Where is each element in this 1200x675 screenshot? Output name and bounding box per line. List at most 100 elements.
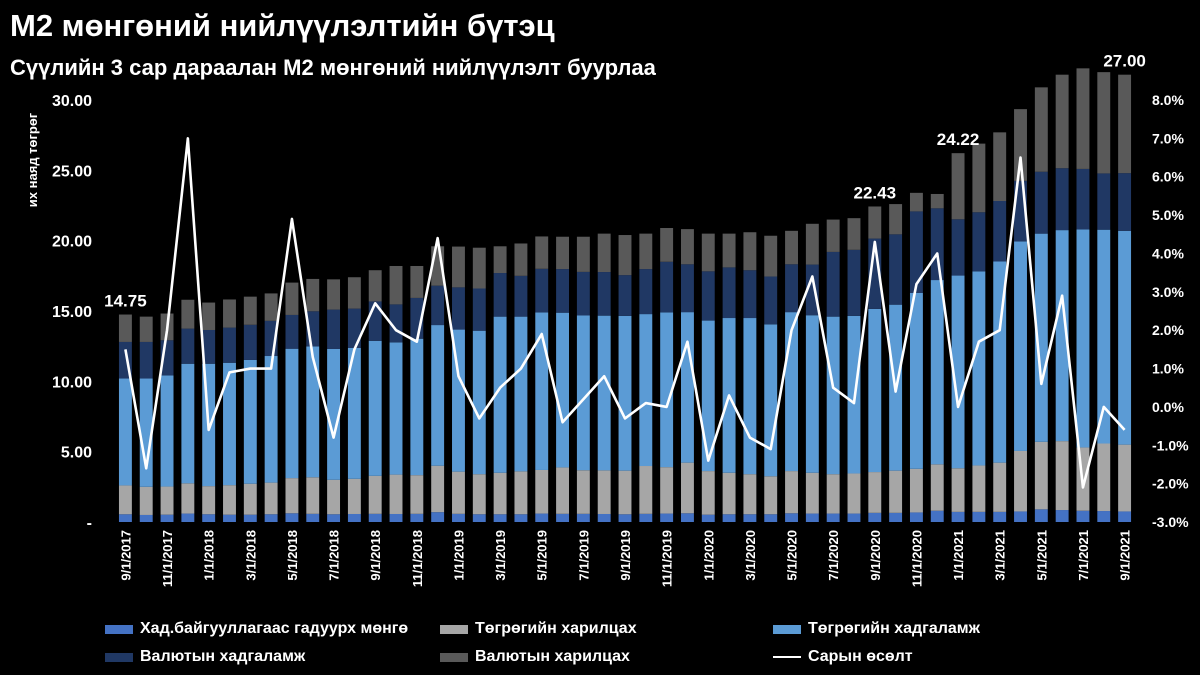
bar-segment: [847, 249, 861, 316]
bar-segment: [681, 312, 694, 463]
bar-segment: [431, 465, 445, 513]
bar-segment: [493, 273, 507, 317]
bar-segment: [1118, 511, 1132, 522]
legend-item-fx-current: Валютын харилцах: [440, 648, 630, 666]
y2-tick-label: 5.0%: [1152, 207, 1184, 223]
bar-segment: [868, 308, 882, 473]
bar-segment: [306, 477, 320, 514]
x-tick-label: 9/1/2020: [868, 530, 883, 581]
bar-segment: [1014, 450, 1027, 512]
total-annotation: 22.43: [854, 183, 897, 202]
bar-segment: [452, 513, 465, 522]
legend-swatch: [440, 652, 468, 662]
x-tick-label: 11/1/2019: [660, 530, 675, 587]
bar-segment: [743, 232, 757, 271]
bar-segment: [264, 356, 278, 483]
bar-segment: [701, 514, 715, 522]
y-tick-label: 10.00: [52, 374, 92, 391]
bar-segment: [764, 514, 778, 522]
total-annotation: 24.22: [937, 130, 980, 149]
bar-segment: [431, 512, 445, 522]
legend-swatch: [105, 652, 133, 662]
bar-segment: [847, 473, 861, 514]
bar-segment: [514, 514, 528, 522]
bar-segment: [347, 308, 361, 348]
bar-segment: [1014, 109, 1027, 181]
bar-segment: [368, 475, 382, 514]
x-tick-label: 1/1/2020: [701, 530, 716, 581]
legend-label: Хад.байгууллагаас гадуурх мөнгө: [140, 620, 409, 637]
bar-segment: [618, 514, 632, 522]
y2-tick-label: 7.0%: [1152, 130, 1184, 146]
total-annotation: 27.00: [1103, 52, 1146, 71]
bar-segment: [785, 471, 798, 514]
bar-segment: [618, 315, 632, 471]
bar-segment: [993, 132, 1007, 201]
bar-segment: [743, 270, 757, 319]
bar-segment: [972, 271, 986, 466]
page-subtitle: Сүүлийн 3 сар дараалан М2 мөнгөний нийлү…: [10, 55, 656, 80]
bar-segment: [993, 511, 1007, 522]
bar-segment: [951, 468, 965, 512]
bar-segment: [660, 467, 674, 514]
bar-segment: [514, 471, 528, 515]
bar-segment: [389, 342, 403, 475]
bar-segment: [181, 513, 195, 522]
y2-tick-label: 4.0%: [1152, 245, 1184, 261]
bar-segment: [701, 233, 715, 272]
legend-label: Сарын өсөлт: [808, 648, 913, 665]
bar-segment: [285, 348, 299, 479]
bar-segment: [868, 512, 882, 522]
bar-segment: [805, 315, 819, 473]
bar-segment: [118, 514, 132, 522]
bar-segment: [181, 299, 195, 329]
bar-segment: [202, 486, 216, 515]
y2-tick-label: 2.0%: [1152, 322, 1184, 338]
bar-segment: [805, 264, 819, 316]
bar-segment: [951, 511, 965, 522]
bar-segment: [639, 466, 653, 514]
bar-segment: [223, 362, 236, 486]
bar-segment: [243, 359, 257, 484]
bar-segment: [639, 314, 653, 467]
bar-segment: [472, 514, 486, 522]
bar-segment: [909, 211, 923, 293]
legend-swatch: [105, 624, 133, 634]
bar-segment: [452, 329, 465, 472]
x-tick-label: 5/1/2021: [1034, 530, 1049, 581]
bar-segment: [805, 472, 819, 514]
bar-segment: [826, 316, 840, 475]
bar-segment: [576, 470, 590, 514]
bar-segment: [576, 271, 590, 316]
bar-segment: [347, 277, 361, 309]
bar-segment: [160, 486, 174, 515]
bar-segment: [327, 279, 341, 310]
bar-segment: [889, 234, 903, 305]
bar-segment: [743, 318, 757, 475]
bar-segment: [514, 275, 528, 317]
bar-segment: [1076, 168, 1090, 230]
bar-segment: [1118, 173, 1132, 231]
bar-segment: [909, 292, 923, 469]
bar-segment: [139, 514, 153, 522]
bar-segment: [743, 514, 757, 522]
bar-segment: [472, 288, 486, 331]
bar-segment: [514, 316, 528, 472]
bar-segment: [556, 236, 570, 270]
bar-segment: [909, 192, 923, 212]
bar-segment: [764, 276, 778, 325]
bar-segment: [535, 513, 549, 522]
bar-segment: [785, 513, 798, 522]
legend-swatch: [440, 624, 468, 634]
bar-segment: [764, 476, 778, 515]
legend-label: Төгрөгийн хадгаламж: [808, 620, 980, 637]
bar-segment: [181, 483, 195, 514]
bar-segment: [993, 201, 1007, 262]
x-tick-label: 3/1/2018: [243, 530, 258, 581]
y2-tick-label: 8.0%: [1152, 92, 1184, 108]
bar-segment: [722, 514, 736, 522]
bar-segment: [327, 348, 341, 480]
bar-segment: [764, 235, 778, 277]
bar-segment: [160, 375, 174, 487]
bar-segment: [868, 472, 882, 513]
